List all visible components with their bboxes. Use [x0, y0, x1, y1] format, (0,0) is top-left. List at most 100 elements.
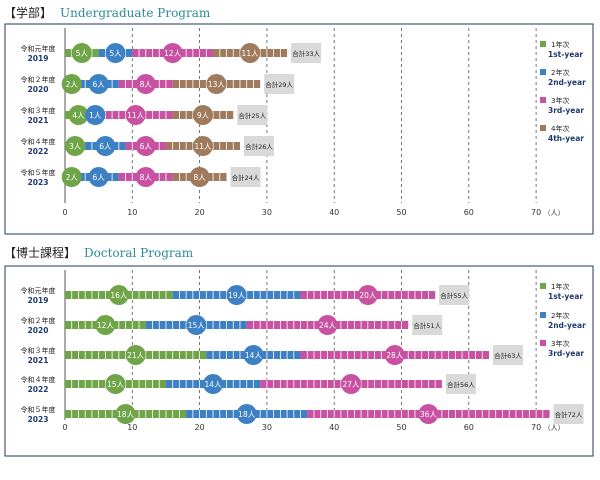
undergrad-x-tick-label: 60 — [464, 208, 474, 217]
doctoral-x-tick-label: 60 — [464, 423, 474, 432]
undergrad-value-label: 5人 — [109, 49, 122, 58]
doctoral-value-circle — [243, 345, 264, 365]
undergrad-value-circle — [95, 136, 116, 156]
undergrad-category-year: 2020 — [28, 85, 49, 94]
doctoral-value-circle — [226, 285, 247, 305]
doctoral-value-circle — [236, 404, 257, 424]
undergrad-value-label: 6人 — [99, 142, 112, 151]
doctoral-value-label: 19人 — [228, 291, 246, 300]
undergrad-legend-en: 3rd-year — [548, 106, 584, 115]
undergrad-value-circle — [135, 167, 156, 187]
undergrad-value-label: 4人 — [72, 111, 85, 120]
doctoral-value-circle — [186, 315, 207, 335]
doctoral-legend-en: 3rd-year — [548, 349, 584, 358]
undergrad-x-tick-label: 0 — [62, 208, 67, 217]
undergrad-x-tick-label: 70 — [531, 208, 541, 217]
undergrad-value-circle — [125, 105, 146, 125]
undergrad-category-year: 2023 — [28, 178, 49, 187]
doctoral-category-label: 令和元年度 — [21, 286, 56, 295]
doctoral-category-year: 2022 — [28, 385, 49, 394]
doctoral-total-box — [439, 285, 470, 305]
undergrad-total-label: 合計26人 — [245, 142, 273, 151]
undergrad-value-circle — [189, 167, 210, 187]
doctoral-x-tick-label: 30 — [262, 423, 272, 432]
doctoral-value-label: 24人 — [319, 321, 337, 330]
doctoral-value-circle — [203, 374, 224, 394]
undergrad-category-label: 令和４年度 — [21, 137, 56, 146]
doctoral-title-jp: 【博士課程】 — [4, 246, 77, 260]
undergrad-value-circle — [192, 136, 213, 156]
doctoral-total-label: 合計63人 — [494, 351, 522, 360]
undergrad-value-circle — [135, 74, 156, 94]
undergrad-value-label: 9人 — [197, 111, 210, 120]
doctoral-value-circle — [95, 315, 116, 335]
doctoral-total-box — [445, 374, 476, 394]
undergrad-legend-swatch — [540, 69, 546, 75]
undergrad-value-label: 8人 — [193, 173, 206, 182]
doctoral-value-circle — [108, 285, 129, 305]
undergrad-value-label: 6人 — [93, 80, 106, 89]
undergrad-value-circle — [192, 105, 213, 125]
undergrad-category-year: 2019 — [28, 54, 49, 63]
undergrad-value-circle — [65, 136, 86, 156]
undergrad-value-circle — [135, 136, 156, 156]
undergrad-value-label: 5人 — [76, 49, 89, 58]
undergrad-total-box — [243, 136, 274, 156]
doctoral-value-circle — [317, 315, 338, 335]
undergrad-legend-jp: 1年次 — [551, 40, 569, 49]
undergrad-legend-jp: 3年次 — [551, 96, 569, 105]
undergrad-value-circle — [206, 74, 227, 94]
undergrad-x-tick-label: 20 — [195, 208, 205, 217]
doctoral-title-en: Doctoral Program — [84, 246, 194, 260]
undergrad-value-label: 2人 — [66, 173, 79, 182]
doctoral-value-label: 12人 — [97, 321, 115, 330]
doctoral-x-tick-label: 50 — [396, 423, 406, 432]
doctoral-category-year: 2021 — [28, 356, 49, 365]
undergrad-total-box — [230, 167, 261, 187]
undergrad-x-tick-label: 10 — [127, 208, 137, 217]
doctoral-x-unit-label: （人） — [544, 424, 565, 432]
undergrad-legend-en: 4th-year — [548, 134, 584, 143]
undergrad-value-circle — [61, 74, 82, 94]
doctoral-x-tick-label: 0 — [62, 423, 67, 432]
undergrad-total-label: 合計25人 — [238, 111, 266, 120]
doctoral-value-label: 14人 — [205, 380, 223, 389]
doctoral-value-label: 14人 — [245, 351, 263, 360]
doctoral-value-label: 18人 — [238, 410, 256, 419]
doctoral-title: 【博士課程】 Doctoral Program — [4, 244, 193, 261]
undergrad-legend-jp: 4年次 — [551, 124, 569, 133]
undergrad-frame — [4, 23, 594, 235]
doctoral-legend-swatch — [540, 312, 546, 318]
doctoral-value-label: 21人 — [127, 351, 145, 360]
undergrad-category-label: 令和元年度 — [21, 44, 56, 53]
doctoral-x-tick-label: 10 — [127, 423, 137, 432]
undergrad-value-circle — [88, 74, 109, 94]
doctoral-total-label: 合計51人 — [413, 321, 441, 330]
doctoral-value-label: 15人 — [188, 321, 206, 330]
undergrad-value-label: 11人 — [127, 111, 145, 120]
doctoral-legend-swatch — [540, 283, 546, 289]
doctoral-value-circle — [357, 285, 378, 305]
undergrad-category-label: 令和３年度 — [21, 106, 56, 115]
undergrad-value-circle — [105, 43, 126, 63]
undergraduate-title: 【学部】 Undergraduate Program — [4, 4, 210, 21]
undergrad-total-label: 合計33人 — [292, 49, 320, 58]
undergrad-value-label: 8人 — [140, 173, 153, 182]
undergrad-value-label: 6人 — [93, 173, 106, 182]
undergrad-x-tick-label: 50 — [396, 208, 406, 217]
doctoral-value-label: 16人 — [110, 291, 128, 300]
undergrad-value-label: 11人 — [194, 142, 212, 151]
undergrad-total-label: 合計29人 — [265, 80, 293, 89]
undergrad-total-label: 合計24人 — [232, 173, 260, 182]
undergrad-x-unit-label: （人） — [544, 209, 565, 217]
undergrad-value-label: 6人 — [140, 142, 153, 151]
doctoral-value-circle — [341, 374, 362, 394]
doctoral-total-label: 合計55人 — [440, 291, 468, 300]
doctoral-legend-jp: 3年次 — [551, 339, 569, 348]
doctoral-value-label: 36人 — [420, 410, 438, 419]
doctoral-total-box — [553, 404, 584, 424]
doctoral-value-label: 27人 — [343, 380, 361, 389]
doctoral-category-year: 2019 — [28, 296, 49, 305]
doctoral-legend-en: 1st-year — [548, 292, 583, 301]
